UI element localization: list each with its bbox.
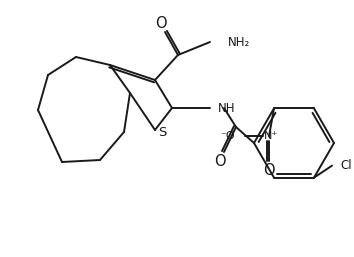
- Text: O: O: [214, 154, 226, 170]
- Text: O: O: [263, 163, 275, 178]
- Text: ⁻O: ⁻O: [221, 131, 235, 141]
- Text: Cl: Cl: [340, 159, 352, 172]
- Text: N⁺: N⁺: [264, 131, 278, 141]
- Text: S: S: [158, 126, 166, 140]
- Text: NH: NH: [218, 102, 235, 115]
- Text: NH₂: NH₂: [228, 35, 250, 49]
- Text: O: O: [155, 16, 167, 32]
